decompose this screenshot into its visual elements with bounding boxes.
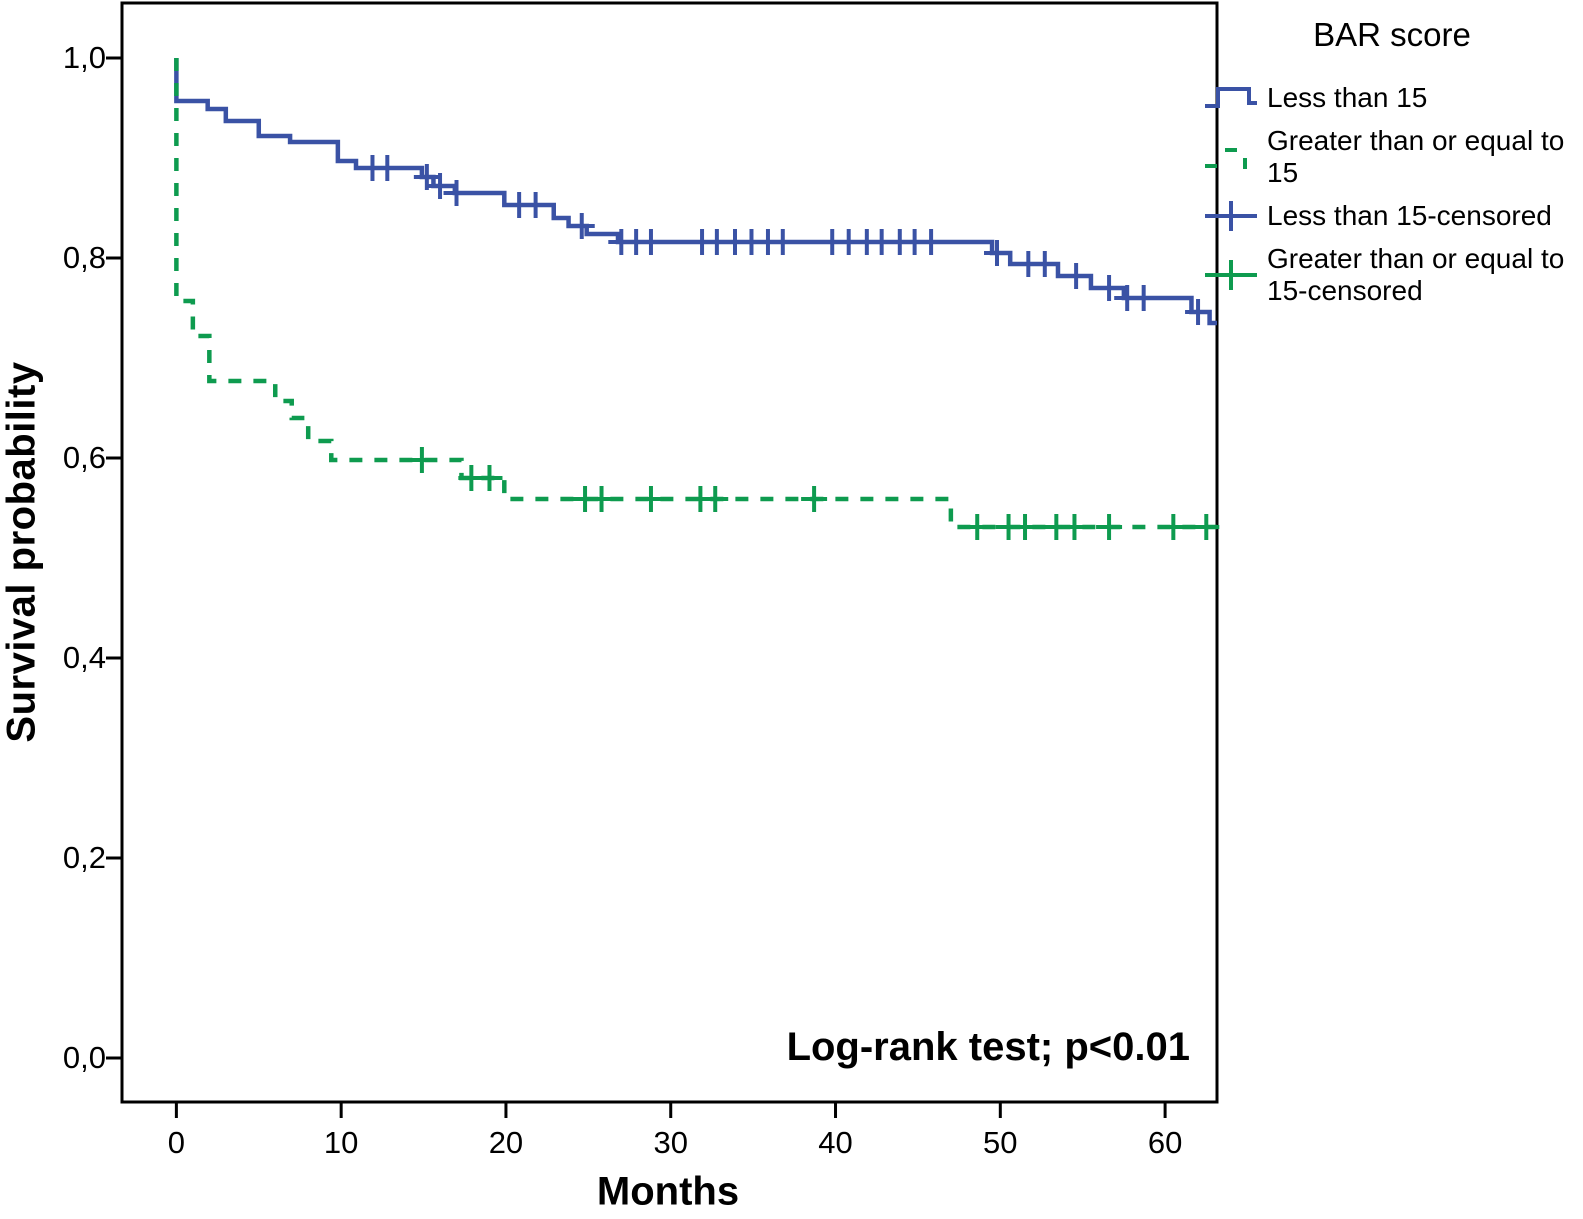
- legend-title: BAR score: [1313, 16, 1471, 53]
- y-tick-label: 0,4: [62, 640, 106, 675]
- censored-marker-icon: [1205, 201, 1257, 231]
- survival-curve-1: [174, 58, 1217, 530]
- legend-item-greater-than-or-equal-to-15-censored: Greater than or equal to 15-censored: [1203, 243, 1581, 307]
- legend-items: Less than 15 Greater than or equal to 15 L…: [1203, 80, 1581, 307]
- legend-item-less-than-15-censored: Less than 15-censored: [1203, 198, 1581, 234]
- plot-frame: [120, 1, 1219, 1104]
- x-tick-label: 60: [1147, 1125, 1183, 1160]
- censored-marker-icon: [1205, 260, 1257, 290]
- legend: BAR score Less than 15 Greater than or eq…: [1203, 16, 1581, 316]
- y-tick-label: 0,0: [62, 1040, 106, 1075]
- logrank-annotation: Log-rank test; p<0.01: [786, 1025, 1190, 1069]
- y-tick-label: 0,6: [62, 440, 106, 475]
- x-axis-title: Months: [596, 1169, 740, 1214]
- legend-item-label: Less than 15-censored: [1267, 200, 1552, 231]
- step-marker-icon: [1205, 87, 1257, 108]
- x-tick-label: 0: [167, 1125, 185, 1160]
- legend-item-less-than-15: Less than 15: [1203, 80, 1581, 116]
- y-tick-label: 0,2: [62, 840, 106, 875]
- survival-curve-0: [174, 58, 1217, 326]
- x-tick-label: 50: [983, 1125, 1018, 1160]
- y-tick-label: 0,8: [62, 240, 106, 275]
- y-axis-title: Survival probability: [0, 361, 44, 743]
- x-tick-label: 30: [653, 1125, 688, 1160]
- legend-item-greater-than-or-equal-to-15: Greater than or equal to 15: [1203, 125, 1581, 189]
- y-tick-label: 1,0: [62, 40, 106, 75]
- legend-item-label: Greater than or equal to 15: [1267, 125, 1565, 188]
- legend-item-label: Greater than or equal to 15-censored: [1267, 243, 1565, 306]
- legend-item-label: Less than 15: [1267, 82, 1428, 113]
- x-tick-label: 20: [488, 1125, 524, 1160]
- x-tick-label: 10: [323, 1125, 359, 1160]
- x-tick-label: 40: [818, 1125, 853, 1160]
- dashed-step-marker-icon: [1205, 148, 1247, 169]
